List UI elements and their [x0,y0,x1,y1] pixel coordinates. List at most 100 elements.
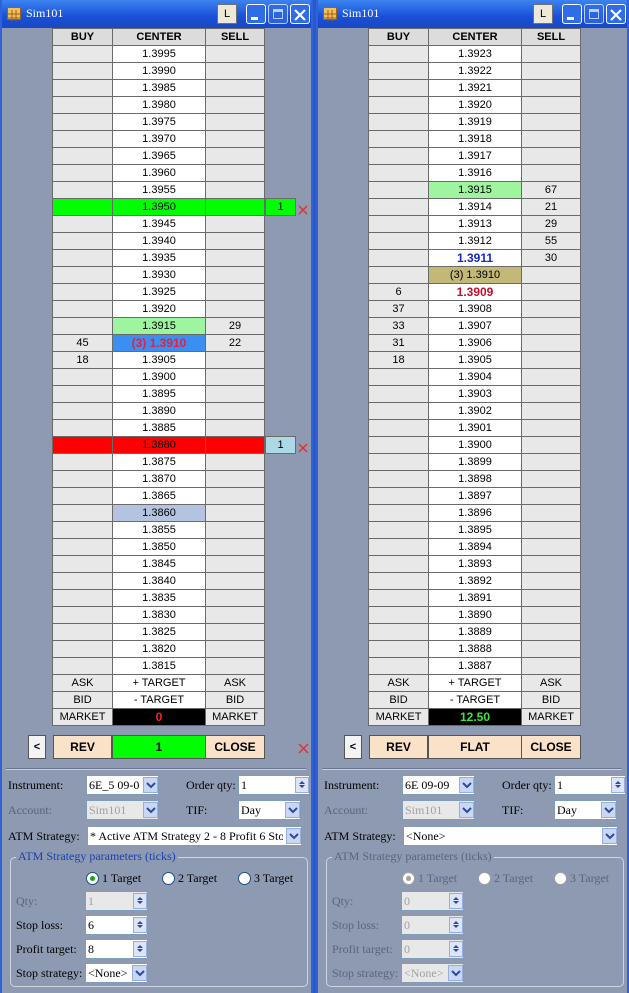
sell-cell[interactable] [205,130,265,148]
buy-cell[interactable] [368,96,429,114]
column-header[interactable]: CENTER [428,28,522,46]
sell-cell[interactable] [521,96,581,114]
sell-cell[interactable] [521,334,581,352]
buy-cell[interactable] [52,538,113,556]
spinner-buttons[interactable] [449,893,463,909]
sell-cell[interactable] [205,249,265,267]
buy-cell[interactable]: 37 [368,300,429,318]
buy-cell[interactable] [368,232,429,250]
buy-cell[interactable] [368,538,429,556]
buy-cell[interactable]: 31 [368,334,429,352]
buy-cell[interactable] [368,113,429,131]
buy-cell[interactable] [52,130,113,148]
radio[interactable] [554,872,567,885]
lock-button[interactable]: L [217,4,237,24]
column-header[interactable]: SELL [521,28,581,46]
sell-cell[interactable] [205,181,265,199]
radio[interactable] [86,872,99,885]
atm-select[interactable]: * Active ATM Strategy 2 - 8 Profit 6 Sto… [87,826,302,846]
lock-button[interactable]: L [533,4,553,24]
radio[interactable] [402,872,415,885]
column-header[interactable]: BUY [52,28,113,46]
sell-cell[interactable] [205,555,265,573]
buy-cell[interactable] [52,402,113,420]
buy-cell[interactable] [368,62,429,80]
dropdown-arrow[interactable] [143,802,158,818]
footer-cell[interactable]: BID [368,691,429,709]
sell-cell[interactable] [205,572,265,590]
sell-cell[interactable] [205,640,265,658]
sell-cell[interactable] [521,521,581,539]
position-button[interactable]: 1 [112,735,206,759]
footer-cell[interactable]: BID [521,691,581,709]
sell-cell[interactable] [521,351,581,369]
sell-cell[interactable] [205,368,265,386]
buy-cell[interactable] [368,45,429,63]
buy-cell[interactable] [368,504,429,522]
dropdown-arrow[interactable] [286,828,301,844]
spinner-buttons[interactable] [449,941,463,957]
sell-cell[interactable] [521,453,581,471]
sell-cell[interactable] [521,623,581,641]
sell-cell[interactable] [521,368,581,386]
radio[interactable] [238,872,251,885]
buy-cell[interactable] [52,62,113,80]
buy-cell[interactable] [368,266,429,284]
buy-cell[interactable] [368,164,429,182]
sell-cell[interactable] [521,266,581,284]
profit-target-input[interactable]: 8 [85,939,148,959]
footer-cell[interactable]: BID [52,691,113,709]
sell-cell[interactable] [205,96,265,114]
sell-cell[interactable] [205,198,265,216]
footer-cell[interactable]: BID [205,691,265,709]
footer-cell[interactable]: MARKET [368,708,429,726]
sell-cell[interactable] [521,606,581,624]
buy-cell[interactable] [52,283,113,301]
sell-cell[interactable] [205,147,265,165]
sell-cell[interactable] [205,521,265,539]
dropdown-arrow[interactable] [448,965,463,981]
buy-cell[interactable] [368,402,429,420]
account-select[interactable]: Sim101 [402,800,475,820]
account-select[interactable]: Sim101 [86,800,159,820]
footer-cell[interactable]: + TARGET [112,674,206,692]
sell-cell[interactable] [205,623,265,641]
sell-cell[interactable] [205,453,265,471]
spinner-buttons[interactable] [133,893,147,909]
maximize-button[interactable] [268,4,288,24]
sell-cell[interactable] [521,589,581,607]
buy-cell[interactable] [52,487,113,505]
sell-cell[interactable] [521,147,581,165]
sell-cell[interactable] [205,62,265,80]
buy-cell[interactable] [368,198,429,216]
stop-loss-input[interactable]: 0 [401,915,464,935]
sell-cell[interactable] [205,402,265,420]
radio[interactable] [478,872,491,885]
sell-cell[interactable] [205,79,265,97]
sell-cell[interactable] [521,300,581,318]
qty-input[interactable]: 0 [401,891,464,911]
stop-strategy-select[interactable]: <None> [401,963,464,983]
buy-cell[interactable] [368,419,429,437]
spinner-buttons[interactable] [449,917,463,933]
buy-cell[interactable]: 45 [52,334,113,352]
sell-cell[interactable] [205,164,265,182]
sell-cell[interactable] [205,215,265,233]
buy-cell[interactable] [52,113,113,131]
radio[interactable] [162,872,175,885]
buy-cell[interactable]: 18 [52,351,113,369]
buy-cell[interactable] [52,215,113,233]
sell-cell[interactable] [521,385,581,403]
buy-cell[interactable] [368,487,429,505]
buy-cell[interactable] [52,79,113,97]
sell-cell[interactable] [521,283,581,301]
close-position-button[interactable]: CLOSE [521,735,581,759]
sell-cell[interactable] [205,538,265,556]
footer-cell[interactable]: ASK [521,674,581,692]
radio-label[interactable]: 1 Target [418,871,458,885]
sell-cell[interactable] [521,130,581,148]
sell-cell[interactable]: 22 [205,334,265,352]
buy-cell[interactable] [368,657,429,675]
instrument-select[interactable]: 6E_5 09-0 [86,775,159,795]
buy-cell[interactable] [52,419,113,437]
